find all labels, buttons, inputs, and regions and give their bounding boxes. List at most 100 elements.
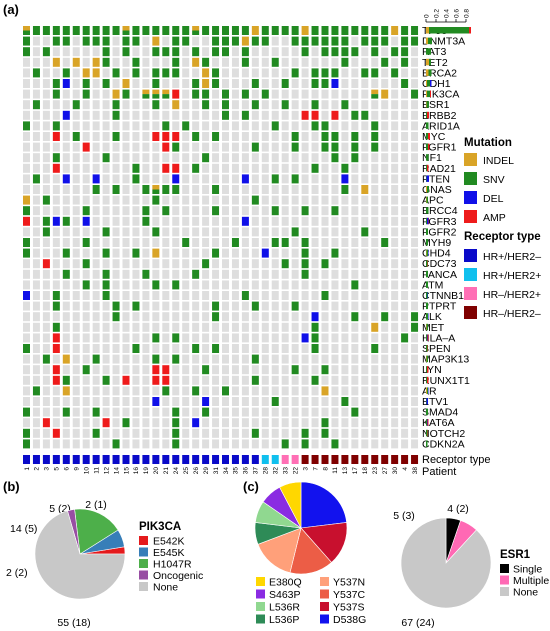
cell-snv — [23, 121, 30, 131]
cell-empty — [52, 206, 60, 216]
cell-empty — [371, 227, 379, 237]
cell-empty — [401, 174, 409, 184]
cell-empty — [132, 280, 140, 290]
cell-empty — [321, 248, 329, 258]
cell-empty — [122, 397, 130, 406]
cell-empty — [102, 185, 110, 194]
cell-empty — [172, 195, 180, 205]
cell-empty — [271, 259, 279, 269]
cell-empty — [72, 407, 80, 417]
cell-snv — [212, 206, 220, 216]
cell-snv — [261, 89, 269, 99]
cell-empty — [311, 142, 319, 152]
cell-empty — [92, 79, 100, 88]
cell-snv — [311, 68, 319, 78]
cell-snv — [112, 185, 120, 194]
cell-snv — [172, 428, 180, 438]
cell-amp — [122, 375, 130, 385]
cell-snv — [331, 439, 339, 449]
cell-empty — [23, 397, 30, 406]
cell-snv — [331, 132, 339, 141]
cell-amp — [52, 365, 60, 375]
cell-empty — [162, 439, 170, 449]
freq-bar-snv — [426, 122, 429, 129]
cell-empty — [132, 418, 140, 428]
cell-empty — [162, 354, 170, 364]
cell-empty — [231, 57, 239, 67]
cell-indel — [122, 79, 130, 88]
cell-amp — [152, 375, 160, 385]
cell-empty — [82, 344, 90, 353]
cell-empty — [231, 312, 239, 322]
cell-empty — [231, 121, 239, 131]
patient-id: 31 — [213, 467, 220, 475]
cell-empty — [102, 206, 110, 216]
cell-empty — [192, 248, 200, 258]
cell-empty — [142, 280, 150, 290]
cell-empty — [23, 110, 30, 120]
freq-bar-del — [428, 313, 429, 320]
cell-empty — [182, 375, 190, 385]
cell-indel — [122, 26, 130, 31]
cell-empty — [102, 365, 110, 375]
cell-empty — [291, 185, 299, 194]
cell-snv — [291, 174, 299, 184]
freq-bar-amp — [428, 217, 429, 225]
cell-empty — [231, 68, 239, 78]
cell-empty — [132, 238, 140, 247]
cell-empty — [361, 397, 369, 406]
cell-empty — [291, 121, 299, 131]
cell-empty — [32, 195, 40, 205]
cell-empty — [112, 375, 120, 385]
cell-empty — [391, 291, 399, 300]
cell-empty — [411, 206, 419, 216]
cell-empty — [162, 110, 170, 120]
cell-del — [241, 174, 249, 184]
cell-empty — [102, 110, 110, 120]
cell-empty — [132, 291, 140, 300]
cell-empty — [341, 132, 349, 141]
cell-del — [62, 110, 70, 120]
cell-empty — [401, 344, 409, 353]
cell-empty — [102, 428, 110, 438]
cell-snv — [212, 132, 220, 141]
cell-empty — [351, 375, 359, 385]
cell-empty — [231, 344, 239, 353]
cell-snv — [271, 397, 279, 406]
cell-snv — [331, 36, 339, 46]
slice-label: 5 (3) — [393, 510, 415, 522]
cell-empty — [132, 89, 140, 99]
cell-empty — [82, 227, 90, 237]
cell-snv — [301, 428, 309, 438]
cell-empty — [371, 333, 379, 343]
cell-empty — [251, 386, 259, 396]
cell-empty — [32, 153, 40, 163]
cell-empty — [251, 174, 259, 184]
cell-empty — [401, 227, 409, 237]
cell-empty — [112, 227, 120, 237]
cell-empty — [271, 354, 279, 364]
cell-empty — [251, 333, 259, 343]
cell-empty — [122, 248, 130, 258]
cell-snv — [192, 47, 200, 57]
cell-empty — [92, 280, 100, 290]
cell-empty — [202, 248, 210, 258]
cell-snv — [112, 439, 120, 449]
cell-empty — [361, 100, 369, 110]
cell-empty — [411, 110, 419, 120]
cell-snv — [341, 397, 349, 406]
cell-empty — [231, 407, 239, 417]
cell-empty — [212, 110, 220, 120]
cell-empty — [42, 121, 50, 131]
cell-empty — [202, 163, 210, 173]
cell-empty — [261, 79, 269, 88]
cell-empty — [132, 365, 140, 375]
cell-empty — [42, 428, 50, 438]
cell-empty — [132, 428, 140, 438]
cell-empty — [311, 354, 319, 364]
cell-empty — [381, 418, 389, 428]
cell-empty — [32, 344, 40, 353]
legend-label: None — [513, 587, 538, 599]
cell-empty — [241, 79, 249, 88]
cell-del — [52, 216, 60, 226]
